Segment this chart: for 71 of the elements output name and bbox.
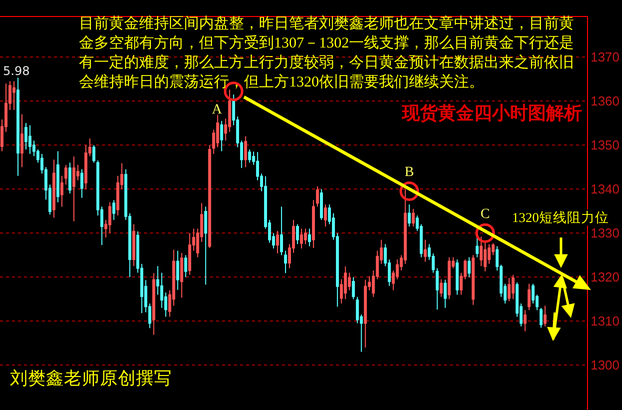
- candlestick: [28, 124, 32, 154]
- candlestick: [308, 228, 311, 247]
- y-tick-label: 1320: [590, 270, 620, 285]
- candlestick: [132, 224, 136, 267]
- data-label: C: [480, 206, 490, 222]
- candlestick: [72, 156, 76, 222]
- candlestick: [112, 200, 116, 220]
- candlestick: [304, 228, 307, 245]
- candlestick: [316, 186, 319, 208]
- candlestick: [424, 239, 427, 262]
- candlestick: [444, 279, 447, 308]
- annotation: 刘樊鑫老师原创撰写: [10, 368, 172, 389]
- candlestick: [92, 144, 96, 164]
- candlestick: [24, 122, 28, 150]
- candlestick: [300, 228, 303, 249]
- y-tick-label: 1370: [590, 50, 620, 65]
- candlestick: [324, 204, 327, 227]
- candlestick: [188, 232, 192, 276]
- candlestick: [220, 120, 224, 152]
- candlestick: [344, 266, 347, 300]
- candlestick: [528, 283, 531, 311]
- annotation: 目前黄金维持区间内盘整，昨日笔者刘樊鑫老师也在文章中讲述过，目前黄金多空都有方向，但下方受到1307－1302一线支撑，那么目前黄金下行还是有一定的难度，那么上方上行力度较弱，今日黄金预计在数据出来之前依旧会维持昨日的震荡运行，但上方1320依旧需要我们继续关注。: [79, 15, 574, 90]
- candlestick: [248, 148, 252, 164]
- candlestick: [180, 252, 184, 298]
- candlestick: [508, 277, 511, 302]
- candlestick: [436, 268, 439, 310]
- data-label: B: [404, 165, 414, 180]
- candlestick: [412, 208, 415, 227]
- candlestick: [364, 279, 367, 348]
- candlestick: [468, 256, 471, 278]
- y-tick-label: 1360: [590, 94, 620, 109]
- candlestick: [296, 224, 299, 245]
- y-tick-label: 1350: [590, 138, 620, 153]
- candlestick: [68, 162, 72, 194]
- candlestick: [184, 254, 188, 278]
- y-tick-label: 1340: [590, 182, 620, 197]
- y-tick-label: 1300: [590, 358, 620, 373]
- candlestick: [60, 175, 64, 208]
- annotation: 5.98: [3, 64, 30, 78]
- candlestick: [320, 188, 323, 220]
- data-label: A: [212, 102, 223, 118]
- candlestick: [64, 164, 68, 186]
- annotation: 现货黄金四小时图解析: [401, 103, 582, 123]
- annotation: 1320短线阻力位: [512, 210, 609, 225]
- candlestick: [352, 276, 355, 300]
- candlestick: [512, 274, 515, 300]
- candlestick: [312, 200, 315, 249]
- candlestick: [540, 307, 543, 328]
- candlestick: [176, 250, 180, 290]
- candlestick: [16, 77, 20, 176]
- candlestick: [152, 272, 156, 336]
- candlestick: [80, 168, 84, 198]
- candlestick: [456, 258, 459, 296]
- candlestick: [12, 80, 16, 110]
- candlestick: [244, 136, 248, 168]
- candlestick: [284, 250, 287, 274]
- candlestick: [56, 150, 60, 203]
- candlestick: [208, 144, 212, 249]
- candlestick: [472, 254, 475, 306]
- candlestick: [204, 206, 208, 286]
- y-tick-label: 1330: [590, 226, 620, 241]
- candlestick: [524, 310, 527, 332]
- candlestick: [20, 114, 24, 168]
- candlestick: [544, 305, 547, 327]
- candlestick: [280, 206, 283, 256]
- candlestick: [52, 159, 56, 218]
- candlestick: [440, 278, 443, 298]
- candlestick: [408, 204, 411, 227]
- y-tick-label: 1310: [590, 314, 620, 329]
- candlestick: [276, 230, 280, 254]
- candlestick: [108, 202, 112, 234]
